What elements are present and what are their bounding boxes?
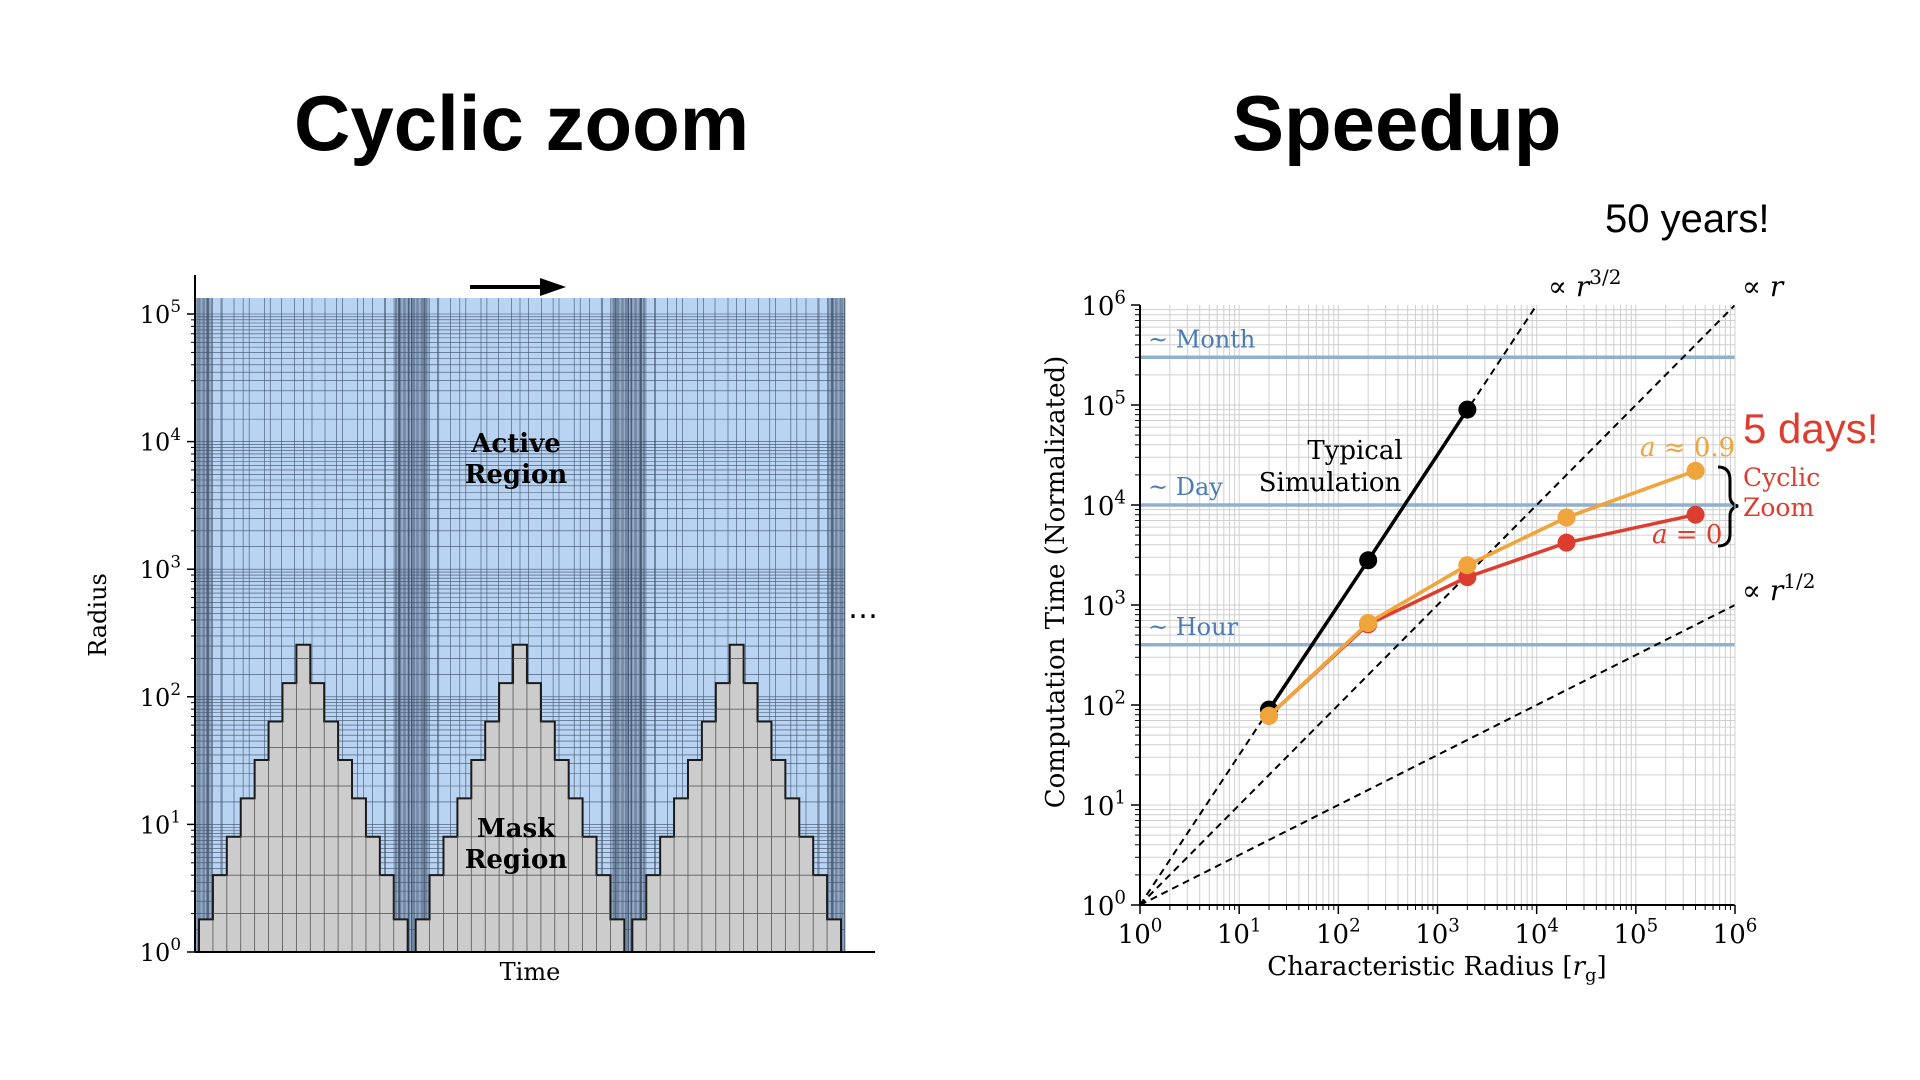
x-tick-label: 103 [1415,915,1460,950]
y-tick-label: 103 [140,551,181,584]
y-axis-label: Computation Time (Normalizated) [1041,356,1071,809]
typical-label-line1: Typical [1307,436,1402,466]
series-1-top [1260,461,1705,725]
series-point-top-2 [1458,556,1477,575]
reference-line-label-0: ∝ r3/2 [1548,265,1621,303]
a0-label: a = 0 [1652,520,1722,550]
y-tick-label: 104 [140,424,181,457]
series-2 [1260,505,1705,725]
y-tick-label: 104 [1081,487,1126,522]
time-arrow-head [540,278,566,296]
series-point-0-1 [1359,551,1378,570]
x-tick-label: 105 [1613,915,1658,950]
left-panel-title: Cyclic zoom [294,79,750,167]
series-point-0-2 [1458,400,1477,419]
series-point-top-1 [1359,614,1378,633]
y-tick-label: 102 [1081,687,1126,722]
series-point-2-3 [1557,533,1576,552]
y-tick-label: 100 [140,934,181,967]
x-tick-label: 106 [1713,915,1758,950]
hline-label-0: ~ Month [1148,325,1255,353]
reference-line-2 [1140,604,1735,905]
callout-fifty-years: 50 years! [1605,197,1770,241]
mask-region-area [198,643,842,953]
x-tick-label: 102 [1316,915,1361,950]
reference-line-label-1: ∝ r [1742,270,1785,303]
active-region-label-line1: Active [470,429,561,459]
active-region-label-line2: Region [465,460,568,490]
hline-label-2: ~ Hour [1148,613,1239,641]
continuation-ellipsis: … [848,591,878,626]
typical-label-line2: Simulation [1259,468,1402,498]
right-panel-title: Speedup [1232,79,1562,167]
bracket-label-line1: Cyclic [1743,463,1820,492]
series-point-top-4 [1686,461,1705,480]
bracket-brace [1717,465,1739,548]
series-point-2-4 [1686,505,1705,524]
reference-line-1 [1140,305,1735,905]
mask-region-label-line1: Mask [477,814,556,844]
y-tick-label: 101 [1081,787,1126,822]
x-tick-label: 101 [1217,915,1262,950]
series-point-top-0 [1260,706,1279,725]
y-tick-label: 103 [1081,587,1126,622]
reference-line-label-2: ∝ r1/2 [1742,569,1815,607]
x-axis-label: Characteristic Radius [rg] [1267,952,1606,986]
y-tick-label: 102 [140,679,181,712]
series-point-top-3 [1557,508,1576,527]
reference-lines [1140,305,1735,905]
y-tick-label: 105 [1081,387,1126,422]
y-tick-label: 105 [140,296,181,329]
x-tick-label: 100 [1118,915,1163,950]
mask-grid [212,657,395,952]
hline-label-1: ~ Day [1148,473,1223,501]
a09-label: a ≈ 0.9 [1640,433,1735,463]
series-1 [1260,461,1705,725]
x-axis-label: Time [500,958,561,986]
bracket-label-line2: Zoom [1743,493,1814,522]
y-axis-label: Radius [84,573,112,657]
y-tick-label: 106 [1081,287,1126,322]
callout-five-days: 5 days! [1743,405,1879,452]
mask-region-label-line2: Region [465,845,568,875]
y-tick-label: 100 [1081,887,1126,922]
mask-grid [429,657,611,952]
y-tick-label: 101 [140,807,181,840]
x-tick-label: 104 [1514,915,1559,950]
mask-grid [645,657,828,952]
